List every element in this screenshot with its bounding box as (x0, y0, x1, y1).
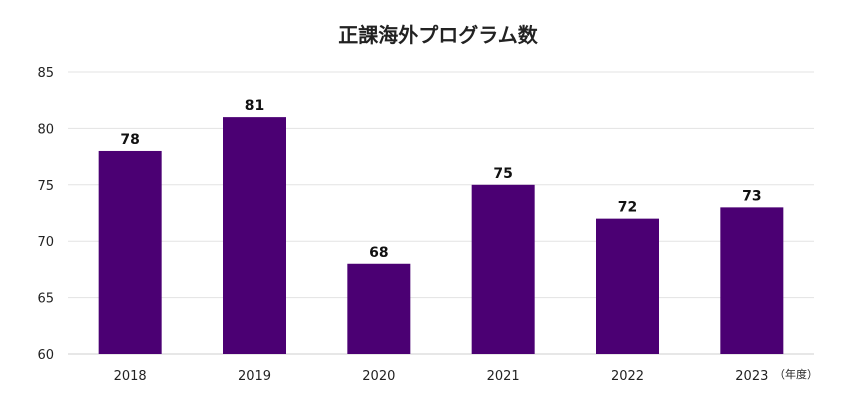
x-tick-label: 2022 (611, 369, 644, 384)
x-tick-label: 2019 (238, 369, 271, 384)
bar-2019 (223, 117, 286, 355)
x-tick-label: 2023 (735, 369, 768, 384)
y-tick-label: 75 (37, 179, 54, 194)
x-axis-ticks: 2018 2019 2020 2021 2022 2023 (114, 369, 769, 384)
chart-title: 正課海外プログラム数 (338, 23, 538, 47)
bar-2023 (720, 207, 784, 354)
data-label: 68 (369, 245, 388, 261)
data-label: 81 (245, 98, 264, 114)
x-tick-label: 2020 (362, 369, 395, 384)
y-tick-label: 60 (37, 348, 54, 363)
gridlines (68, 71, 814, 355)
y-axis-ticks: 60 65 70 75 80 85 (37, 66, 54, 363)
bar-2020 (347, 263, 411, 354)
bar-2018 (98, 150, 162, 354)
y-tick-label: 65 (37, 292, 54, 307)
data-label: 73 (742, 188, 761, 204)
bar-2022 (596, 218, 659, 354)
y-tick-label: 70 (37, 235, 54, 250)
data-label: 72 (618, 200, 637, 216)
x-tick-label: 2018 (114, 369, 147, 384)
x-tick-label: 2021 (487, 369, 520, 384)
data-label: 78 (120, 132, 139, 148)
y-tick-label: 80 (37, 122, 54, 137)
bar-2021 (471, 184, 535, 354)
bars: 78 81 68 75 72 73 (98, 98, 784, 355)
x-axis-unit-label: （年度） (774, 367, 818, 381)
y-tick-label: 85 (37, 66, 54, 81)
data-label: 75 (493, 166, 512, 182)
